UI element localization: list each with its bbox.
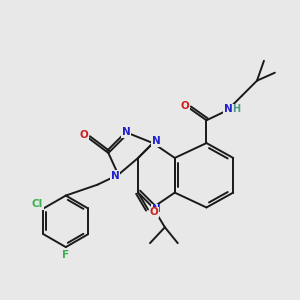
Text: O: O <box>150 207 158 218</box>
Text: N: N <box>152 136 160 146</box>
Text: N: N <box>224 104 233 114</box>
Text: N: N <box>122 127 130 137</box>
Text: O: O <box>79 130 88 140</box>
Text: F: F <box>62 250 69 260</box>
Text: H: H <box>232 104 240 114</box>
Text: N: N <box>111 171 120 181</box>
Text: N: N <box>152 204 160 214</box>
Text: O: O <box>180 101 189 111</box>
Text: Cl: Cl <box>32 200 43 209</box>
